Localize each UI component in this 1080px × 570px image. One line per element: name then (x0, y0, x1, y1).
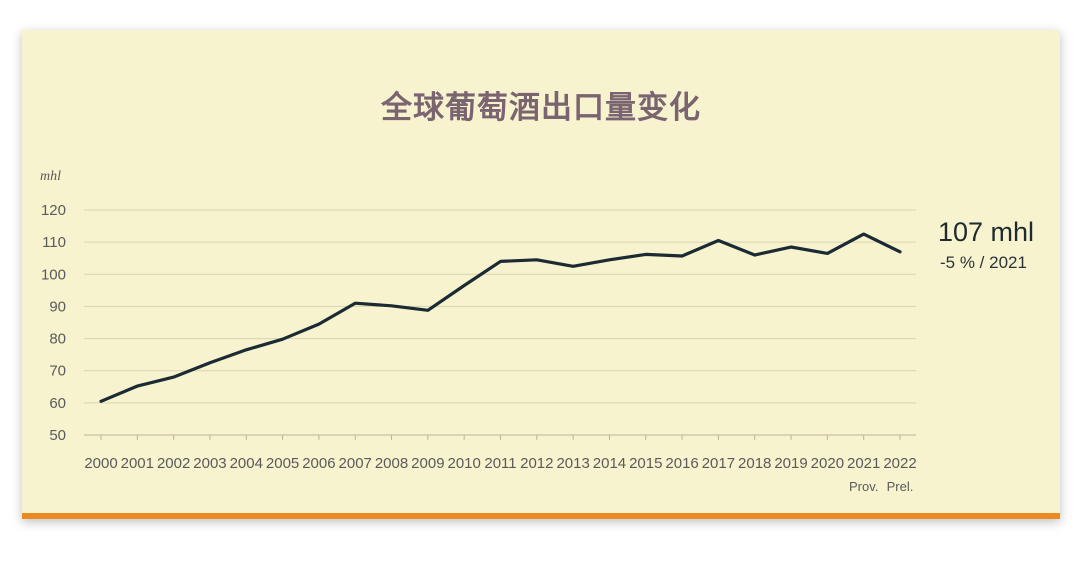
x-tick-label: 2000 (84, 455, 117, 472)
x-tick-label: 2009 (411, 455, 444, 472)
x-tick-label: 2021 (847, 455, 880, 472)
x-tick-label: 2005 (266, 455, 299, 472)
y-tick-label: 50 (49, 427, 66, 444)
x-tick-label: 2015 (629, 455, 662, 472)
x-tick-label: 2004 (230, 455, 263, 472)
grid-layer (84, 209, 916, 436)
x-tick-label: 2016 (665, 455, 698, 472)
x-tick-label: 2010 (447, 455, 480, 472)
y-tick-label: 90 (49, 298, 66, 315)
series-layer (99, 232, 902, 403)
change-annotation: -5 % / 2021 (940, 253, 1027, 272)
x-tick-label: 2013 (556, 455, 589, 472)
y-tick-label: 70 (49, 363, 66, 380)
y-tick-label: 100 (41, 266, 66, 283)
y-tick-label: 80 (49, 331, 66, 348)
x-tick-label: 2022 (883, 455, 916, 472)
x-tick-label: 2011 (484, 455, 516, 472)
x-note-label: Prov. (849, 479, 878, 494)
chart-title: 全球葡萄酒出口量变化 (381, 90, 701, 126)
x-tick-label: 2008 (375, 455, 408, 472)
x-tick-label: 2017 (702, 455, 735, 472)
x-tick-label: 2006 (302, 455, 335, 472)
series-line (99, 232, 902, 403)
y-tick-label: 120 (41, 202, 66, 219)
y-tick-label: 110 (42, 234, 66, 251)
x-tick-label: 2018 (738, 455, 771, 472)
y-axis-unit-label: mhl (40, 169, 61, 184)
x-tick-label: 2012 (520, 455, 553, 472)
x-tick-label: 2007 (339, 455, 372, 472)
x-tick-label: 2014 (593, 455, 626, 472)
x-tick-label: 2003 (193, 455, 226, 472)
x-tick-label: 2001 (121, 455, 154, 472)
x-note-label: Prel. (887, 479, 914, 494)
x-tick-label: 2020 (811, 455, 844, 472)
x-tick-label: 2002 (157, 455, 190, 472)
latest-value-annotation: 107 mhl (938, 217, 1034, 247)
y-tick-label: 60 (49, 395, 66, 412)
x-tick-label: 2019 (774, 455, 807, 472)
